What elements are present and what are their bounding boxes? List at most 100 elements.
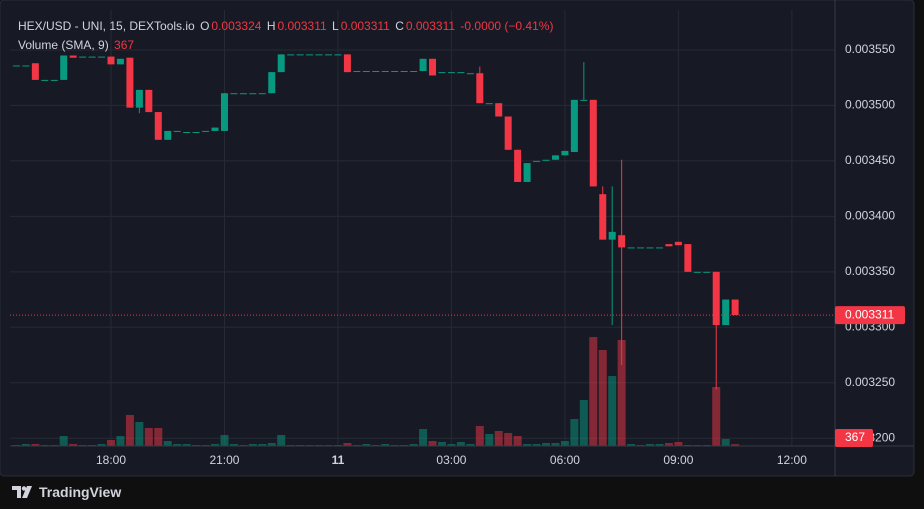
volume-bar [362,444,371,446]
volume-bar [135,422,144,446]
candle-body [145,89,153,113]
volume-bar [456,442,465,446]
open-value: 0.003324 [211,19,262,33]
candle-body [192,132,200,134]
candle-body [183,132,191,134]
close-key: C [395,19,404,33]
volume-bar [712,387,721,446]
volume-bar [258,444,267,446]
candle-body [220,93,228,131]
volume-bar [211,444,220,446]
candle-body [561,150,569,156]
candle-body [580,99,588,101]
candle-body [684,244,692,272]
candle-body [533,160,541,162]
candle-body [722,299,730,326]
volume-bar [125,415,134,446]
volume-bar [116,436,125,446]
candle-body [315,54,323,56]
volume-bar [608,376,617,446]
legend-row-volume: Volume (SMA, 9) 367 [18,36,555,55]
candle-body [12,65,20,67]
volume-bar [627,444,636,446]
candle-body [551,155,559,160]
volume-title: Volume (SMA, 9) [18,38,109,52]
candle-body [608,231,616,240]
candle-body [258,93,266,95]
volume-bar [646,444,655,446]
candle-body [249,93,257,95]
low-value: 0.003311 [340,19,390,33]
candle-body [627,247,635,249]
candle-body [372,71,380,73]
volume-bar [381,444,390,446]
volume-bar [579,400,588,446]
candle-body [504,116,512,150]
volume-bar [182,444,191,446]
candle-body [334,54,342,56]
volume-bar [59,436,68,446]
chart-pane [0,0,915,477]
volume-bar [229,444,238,446]
x-tick-label: 03:00 [436,453,466,467]
candle-body [400,71,408,73]
candle-body [693,271,701,273]
volume-bar [173,444,182,446]
candle-body [135,89,143,108]
candle-body [296,54,304,56]
candle-body [79,56,87,58]
candle-body [116,58,124,65]
volume-label-box [835,429,873,447]
volume-bar [106,440,115,446]
volume-bar [409,444,418,446]
legend: HEX/USD - UNI, 15, DEXTools.io O 0.003324… [18,17,555,55]
volume-bar [721,439,730,446]
candle-body [419,58,427,72]
volume-bar [513,436,522,446]
x-tick-label: 06:00 [550,453,580,467]
volume-bar [267,443,276,446]
volume-value: 367 [114,38,135,52]
volume-bar [504,433,513,446]
candle-body [31,63,39,80]
volume-bar [674,442,683,446]
volume-bar [598,350,607,446]
candle-body [476,73,484,104]
high-key: H [266,19,276,33]
candle-body [457,72,465,74]
x-tick-label: 18:00 [96,453,126,467]
y-tick-label: 0.003550 [845,42,895,56]
open-key: O [200,19,210,33]
candle-body [618,235,626,248]
volume-bar [655,444,664,446]
volume-bar [248,444,257,446]
volume-bar [277,435,286,446]
candle-body [306,54,314,56]
volume-bar [69,444,78,446]
x-tick-label: 11 [332,453,345,467]
brand-logo [12,486,32,498]
y-tick-label: 0.003350 [845,264,895,278]
volume-bar [343,443,352,446]
volume-bar [163,441,172,446]
candle-body [438,72,446,74]
candle-body [391,71,399,73]
candle-body [126,57,134,108]
volume-bar [542,443,551,446]
volume-bar [664,443,673,446]
candle-body [50,79,58,81]
high-value: 0.003311 [277,19,327,33]
candle-body [674,241,682,246]
volume-bar [447,444,456,446]
candle-body [712,271,720,326]
candle-body [287,54,295,56]
volume-bar [97,444,106,446]
volume-bar [589,337,598,446]
candle-body [655,247,663,249]
candle-body [88,56,96,58]
candle-body [731,299,739,316]
volume-bar [144,428,153,446]
candle-body [22,65,30,67]
candle-body [589,99,597,187]
